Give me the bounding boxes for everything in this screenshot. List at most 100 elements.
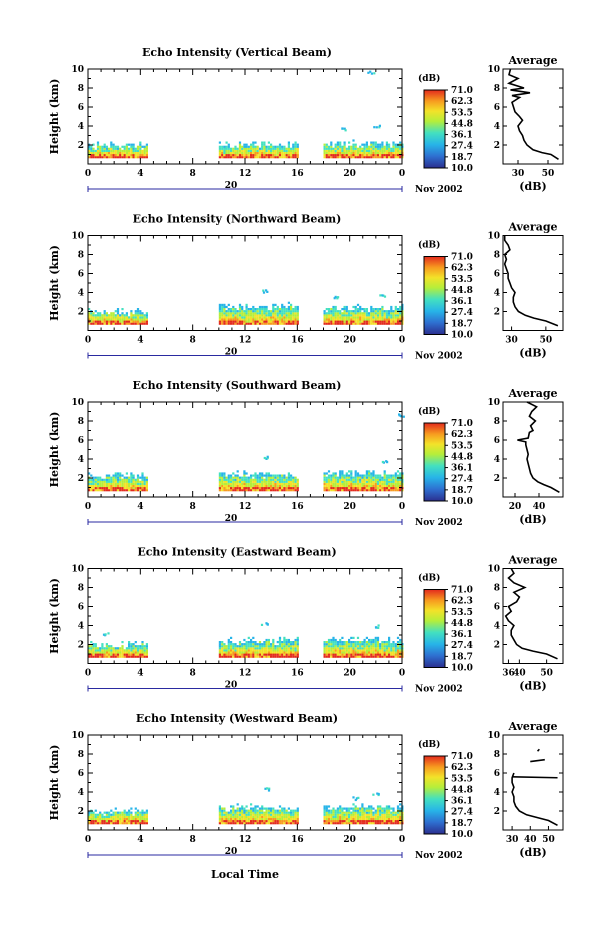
heatmap-cell (352, 314, 355, 317)
heatmap-cell (345, 487, 348, 490)
heatmap-cell (130, 310, 133, 313)
avg-xtick-label: 30 (506, 835, 519, 845)
heatmap-cell (125, 817, 128, 821)
heatmap-cell (143, 484, 146, 488)
heatmap-cell (345, 817, 348, 821)
colorbar-tick-label: 36.1 (451, 464, 473, 474)
heatmap-cell (223, 480, 226, 483)
heatmap-cell (128, 320, 131, 323)
heatmap-cell (365, 811, 368, 814)
heatmap-cell (294, 156, 297, 159)
heatmap-cell (134, 647, 137, 650)
heatmap-cell (234, 314, 237, 317)
heatmap-cell (390, 480, 393, 483)
heatmap-cell (399, 312, 402, 315)
heatmap-cell (374, 811, 377, 814)
heatmap-cell (114, 147, 117, 150)
heatmap-cell (372, 811, 375, 814)
heatmap-cell (256, 310, 259, 313)
heatmap-cell (396, 474, 400, 477)
heatmap-cell (327, 154, 331, 157)
heatmap-cell (396, 651, 400, 654)
heatmap-cell (221, 145, 224, 148)
heatmap-cell (365, 320, 368, 323)
heatmap-cell (359, 651, 362, 654)
heatmap-cell (247, 636, 250, 639)
heatmap-cell (92, 312, 95, 315)
heatmap-cell (381, 643, 384, 646)
heatmap-cell (272, 147, 275, 150)
heatmap-cell (243, 474, 246, 477)
heatmap-cell (376, 154, 380, 157)
heatmap-cell (110, 314, 113, 317)
heatmap-cell (385, 813, 388, 816)
heatmap-cell (290, 320, 293, 323)
heatmap-cell (250, 310, 253, 313)
heatmap-cell (230, 316, 233, 319)
heatmap-cell (238, 484, 242, 488)
heatmap-cell (396, 480, 400, 483)
heatmap-cell (327, 310, 331, 313)
heatmap-cell (270, 310, 273, 313)
heatmap-cell (287, 807, 290, 810)
heatmap-cell (334, 645, 337, 648)
heatmap-cell (363, 318, 366, 321)
heatmap-cell (287, 817, 290, 821)
heatmap-cell (136, 817, 140, 821)
sparse-echo (378, 124, 381, 127)
heatmap-cell (350, 320, 353, 323)
heatmap-cell (396, 645, 400, 648)
heatmap-cell (272, 305, 275, 309)
heatmap-cell (276, 809, 279, 812)
heatmap-cell (323, 482, 326, 485)
heatmap-cell (243, 817, 246, 821)
heatmap-cell (247, 813, 250, 816)
heatmap-cell (392, 645, 395, 648)
heatmap-cell (385, 482, 388, 485)
heatmap-cell (372, 320, 375, 323)
heatmap-cell (247, 482, 250, 485)
heatmap-cell (256, 811, 259, 814)
heatmap-cell (276, 147, 279, 150)
heatmap-cell (334, 322, 337, 325)
heatmap-cell (361, 318, 364, 321)
heatmap-cell (254, 647, 257, 650)
heatmap-cell (132, 147, 135, 150)
heatmap-cell (105, 478, 108, 481)
heatmap-cell (274, 645, 277, 648)
heatmap-cell (223, 647, 226, 650)
heatmap-cell (223, 649, 226, 652)
heatmap-cell (285, 489, 288, 492)
heatmap-cell (139, 322, 142, 325)
heatmap-cell (350, 474, 353, 477)
heatmap-cell (354, 487, 357, 490)
heatmap-cell (110, 645, 113, 648)
heatmap-cell (270, 489, 273, 492)
heatmap-cell (234, 322, 237, 325)
heatmap-cell (232, 151, 235, 155)
heatmap-cell (225, 649, 228, 652)
heatmap-cell (103, 647, 106, 650)
heatmap-cell (234, 149, 237, 152)
sparse-echo (260, 623, 264, 626)
heatmap-cell (232, 478, 235, 481)
heatmap-cell (343, 143, 346, 146)
heatmap-cell (348, 480, 351, 483)
heatmap-cell (339, 807, 342, 810)
heatmap-cell (392, 641, 395, 644)
heatmap-cell (119, 318, 122, 321)
heatmap-cell (283, 320, 286, 323)
heatmap-cell (334, 472, 337, 475)
heatmap-cell (383, 476, 386, 479)
heatmap-cell (223, 472, 226, 475)
y-axis-label: Height (km) (48, 245, 61, 321)
heatmap-cell (128, 809, 131, 812)
heatmap-cell (123, 820, 126, 823)
heatmap-cell (390, 305, 393, 309)
heatmap-cell (250, 822, 253, 825)
heatmap-cell (336, 480, 339, 483)
heatmap-cell (121, 154, 124, 157)
heatmap-cell (323, 487, 326, 490)
heatmap-cell (123, 813, 126, 816)
heatmap-cell (263, 320, 266, 323)
